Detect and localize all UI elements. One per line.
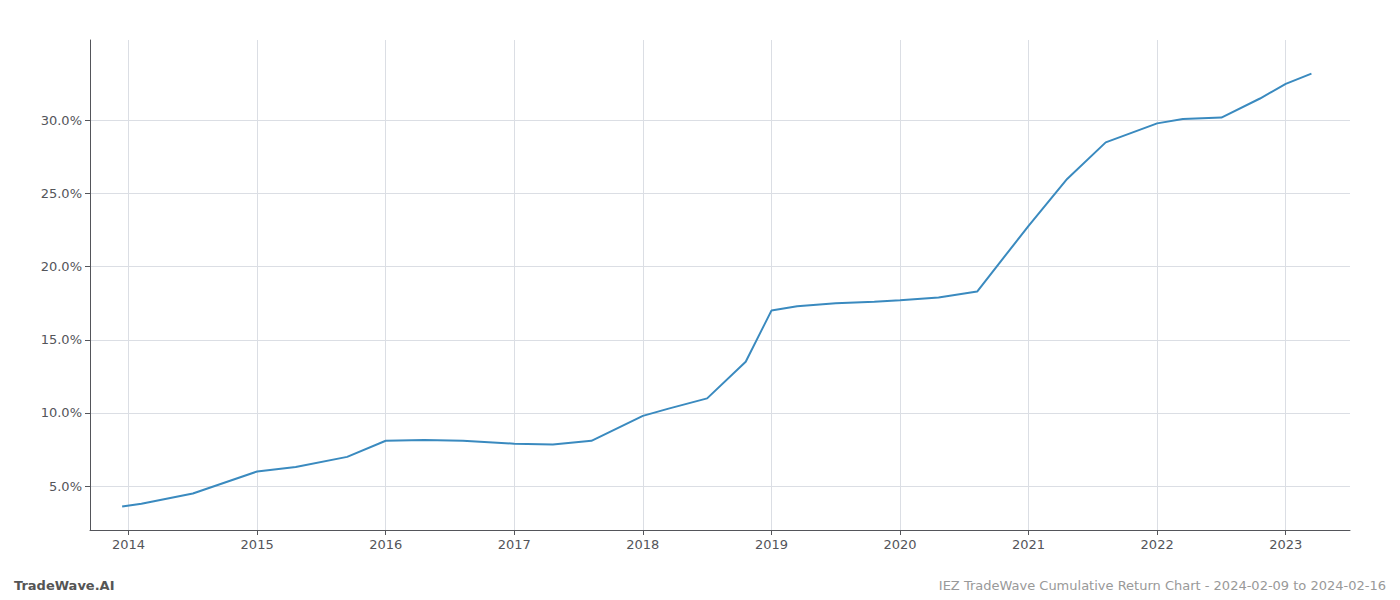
svg-text:2017: 2017 <box>498 537 531 552</box>
svg-text:2022: 2022 <box>1141 537 1174 552</box>
svg-text:10.0%: 10.0% <box>41 405 82 420</box>
svg-text:5.0%: 5.0% <box>49 479 82 494</box>
svg-text:2023: 2023 <box>1269 537 1302 552</box>
svg-text:2015: 2015 <box>241 537 274 552</box>
svg-text:2016: 2016 <box>369 537 402 552</box>
svg-text:IEZ TradeWave Cumulative Retur: IEZ TradeWave Cumulative Return Chart - … <box>939 578 1386 593</box>
svg-text:TradeWave.AI: TradeWave.AI <box>14 578 115 593</box>
svg-text:20.0%: 20.0% <box>41 259 82 274</box>
svg-text:25.0%: 25.0% <box>41 186 82 201</box>
svg-text:2021: 2021 <box>1012 537 1045 552</box>
svg-text:15.0%: 15.0% <box>41 332 82 347</box>
svg-text:2014: 2014 <box>112 537 145 552</box>
svg-text:2020: 2020 <box>883 537 916 552</box>
svg-text:30.0%: 30.0% <box>41 113 82 128</box>
svg-text:2018: 2018 <box>626 537 659 552</box>
svg-text:2019: 2019 <box>755 537 788 552</box>
